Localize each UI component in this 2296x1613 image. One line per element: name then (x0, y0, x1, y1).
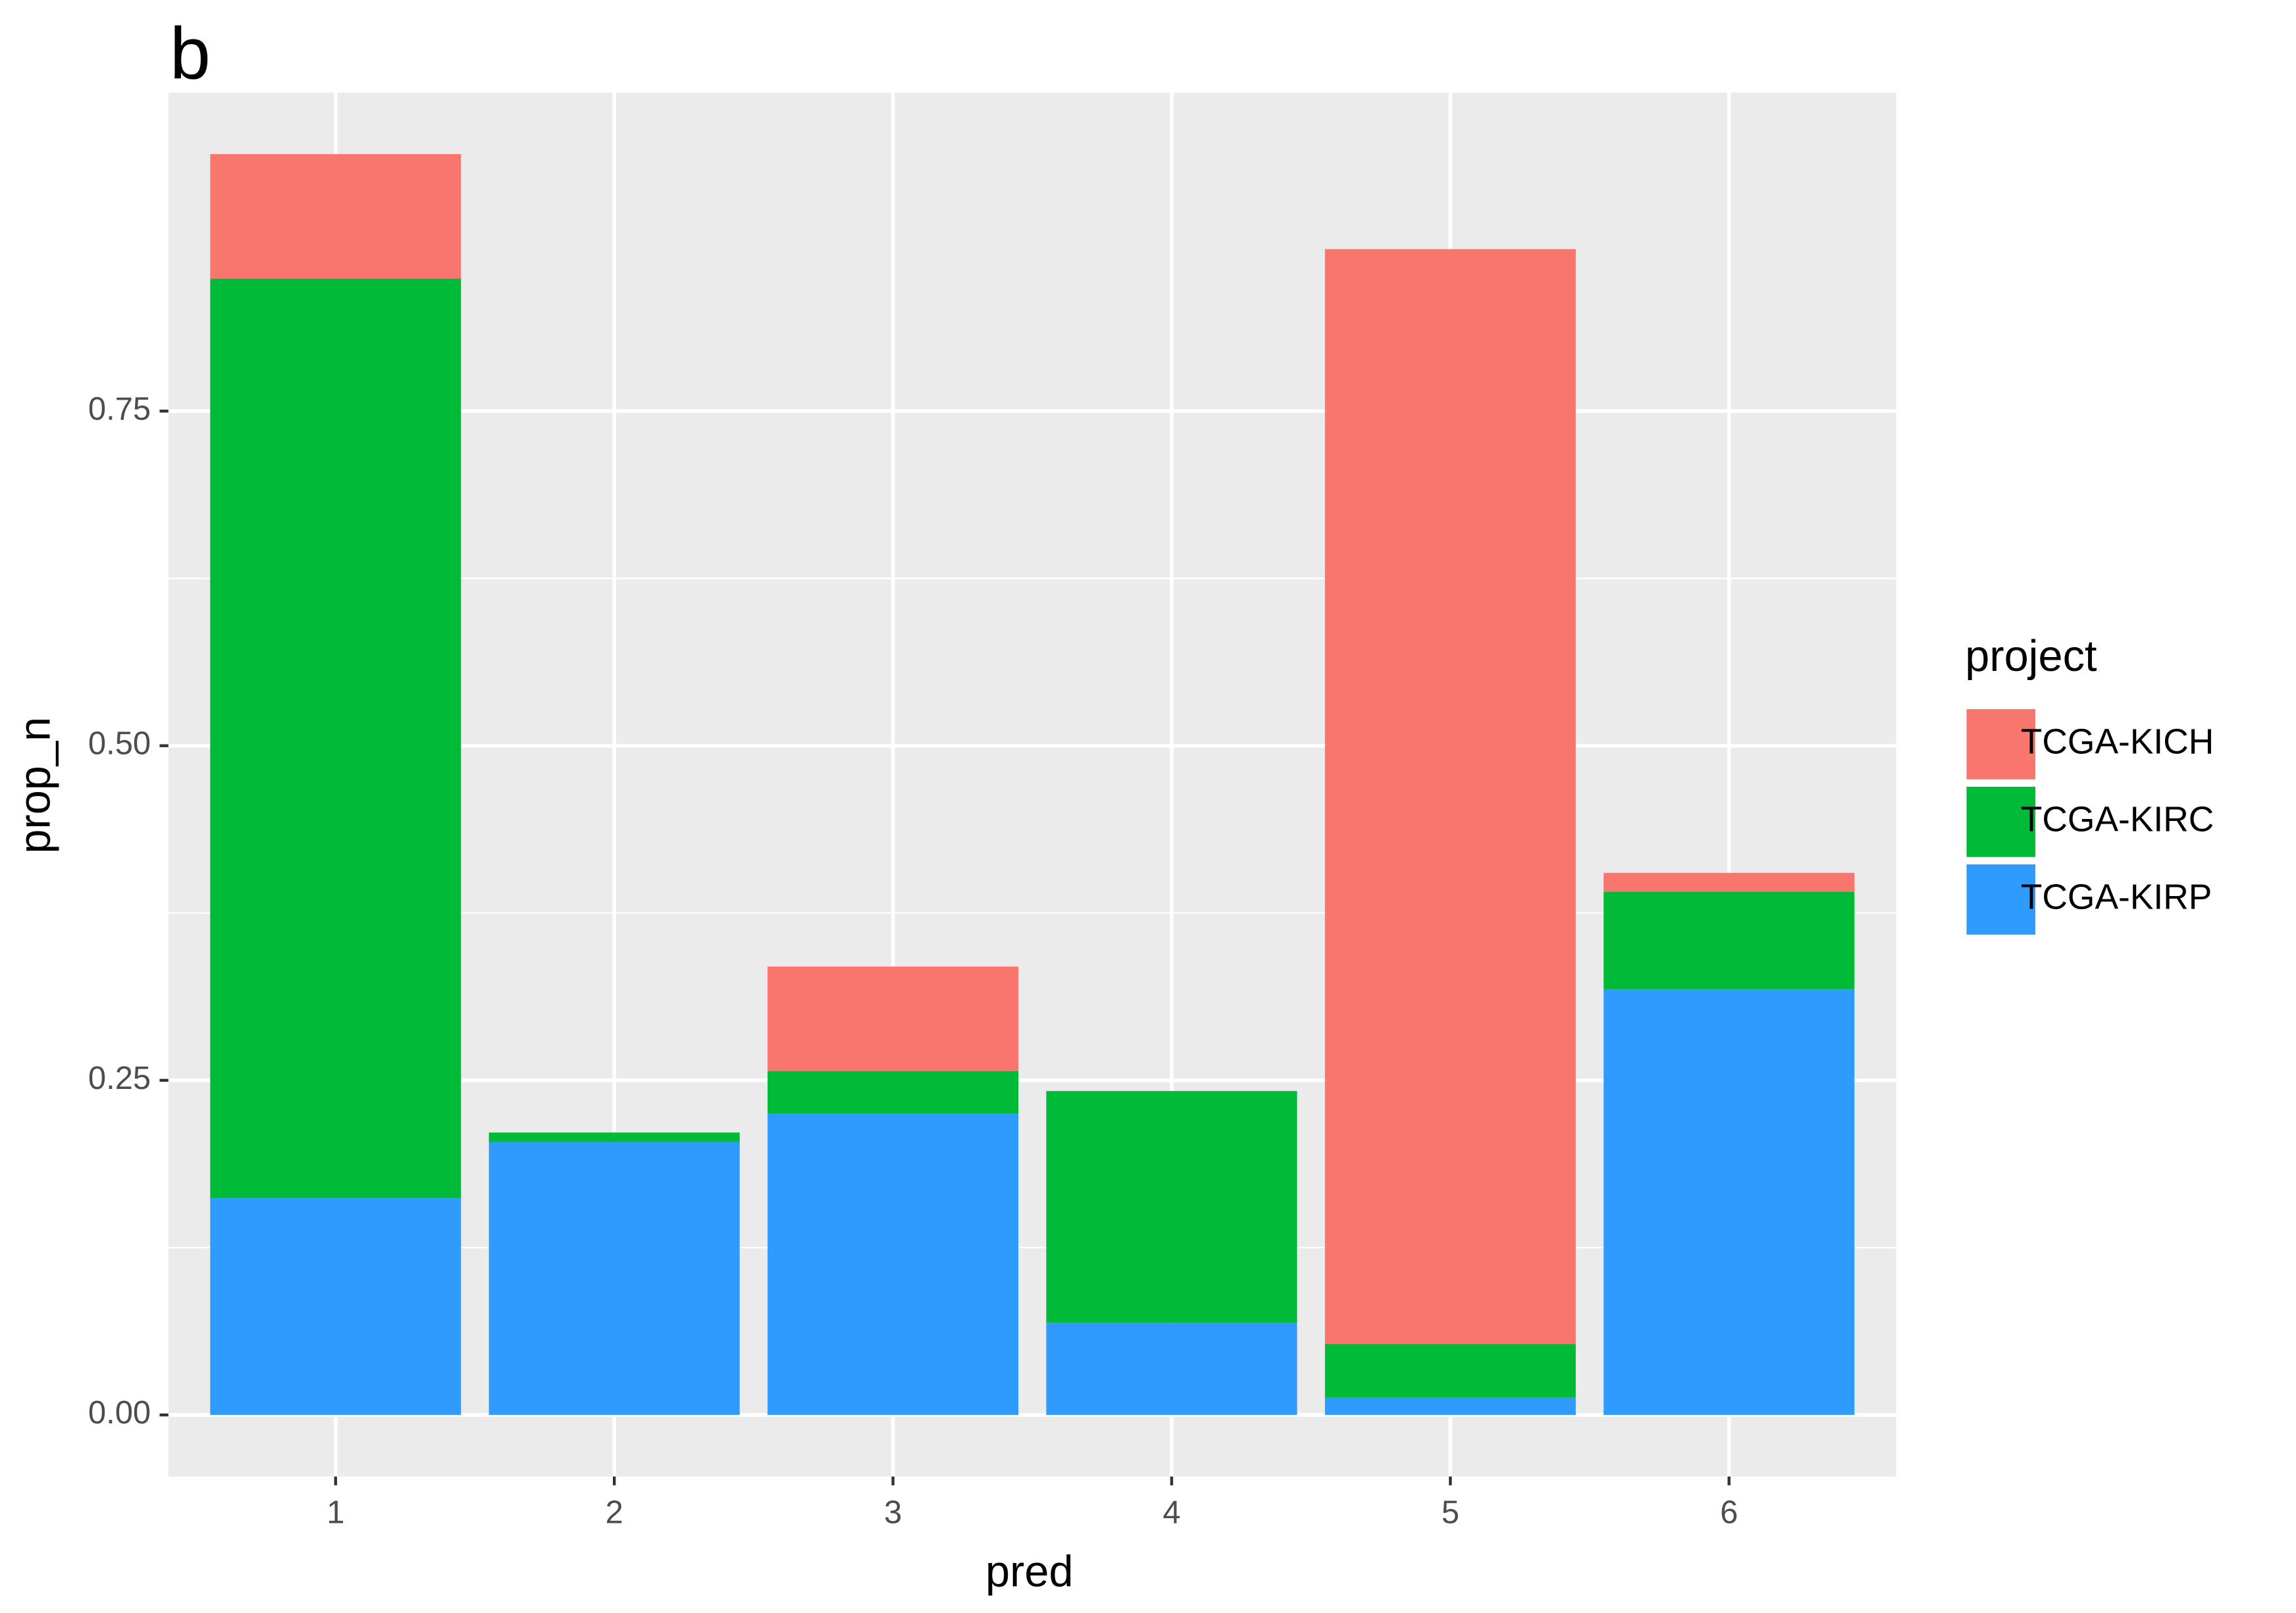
bar-segment (768, 966, 1019, 1071)
x-tick-label: 1 (326, 1494, 344, 1530)
y-tick-label: 0.25 (88, 1061, 151, 1096)
x-tick-label: 4 (1162, 1494, 1180, 1530)
bar-segment (210, 1198, 461, 1415)
y-tick-label: 0.50 (88, 726, 151, 762)
legend-key (1966, 786, 2036, 857)
legend-title: project (1965, 632, 2097, 681)
legend-label: TCGA-KICH (2021, 723, 2214, 762)
legend-key (1966, 864, 2036, 935)
x-tick-label: 5 (1442, 1494, 1459, 1530)
bar-segment (1604, 872, 1855, 892)
bar-segment (210, 278, 461, 1198)
x-tick-label: 6 (1720, 1494, 1738, 1530)
x-tick-label: 2 (606, 1494, 623, 1530)
bar-segment (768, 1113, 1019, 1415)
legend-label: TCGA-KIRP (2021, 878, 2212, 916)
bar-segment (768, 1071, 1019, 1114)
y-tick-label: 0.00 (88, 1395, 151, 1431)
bar-segment (488, 1142, 740, 1415)
legend-key (1966, 709, 2036, 780)
panel-label: b (170, 12, 211, 94)
x-axis-title: pred (985, 1547, 1074, 1596)
plot-panel (168, 92, 1896, 1477)
bar-segment (210, 154, 461, 279)
bar-segment (1046, 1322, 1297, 1415)
bar-segment (1046, 1091, 1297, 1323)
bar-segment (1604, 891, 1855, 990)
y-tick-label: 0.75 (88, 391, 151, 427)
y-axis-title: prop_n (11, 717, 59, 854)
legend-label: TCGA-KIRC (2021, 800, 2214, 839)
bar-segment (488, 1132, 740, 1142)
x-tick-label: 3 (884, 1494, 902, 1530)
bar-segment (1324, 249, 1576, 1344)
bar-segment (1324, 1397, 1576, 1415)
bar-segment (1604, 989, 1855, 1415)
bar-segment (1324, 1344, 1576, 1398)
